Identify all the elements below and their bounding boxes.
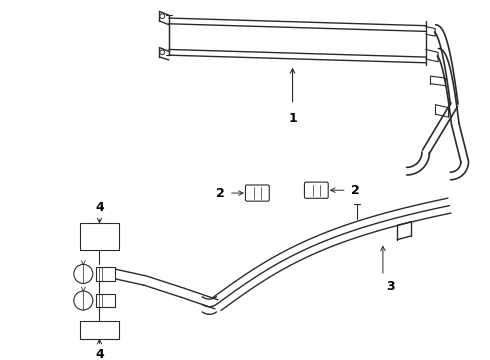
Circle shape — [74, 264, 93, 283]
FancyBboxPatch shape — [245, 185, 269, 201]
Bar — [80, 321, 119, 338]
FancyBboxPatch shape — [304, 182, 328, 198]
Text: 1: 1 — [288, 112, 297, 125]
Text: 2: 2 — [216, 186, 225, 199]
Text: 3: 3 — [386, 280, 394, 293]
Circle shape — [160, 14, 165, 19]
Bar — [96, 294, 115, 307]
Circle shape — [160, 50, 165, 55]
Circle shape — [74, 291, 93, 310]
Bar — [96, 267, 115, 280]
Text: 4: 4 — [95, 348, 104, 360]
Bar — [80, 224, 119, 250]
Text: 2: 2 — [350, 184, 359, 197]
Text: 4: 4 — [95, 201, 104, 214]
